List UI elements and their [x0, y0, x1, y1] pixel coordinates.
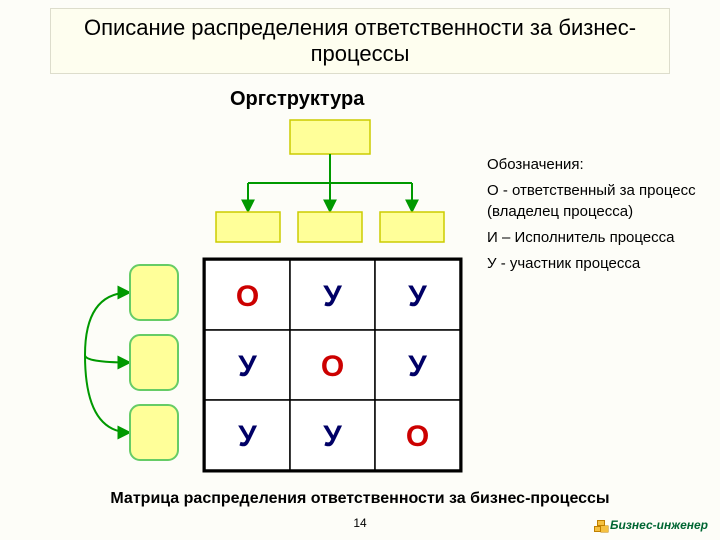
- footer-logo: Бизнес-инженер: [594, 518, 708, 532]
- diagram: О У У У О У У У О: [0, 0, 720, 540]
- svg-text:О: О: [406, 420, 429, 453]
- matrix-caption: Матрица распределения ответственности за…: [0, 490, 720, 508]
- svg-text:У: У: [238, 420, 257, 453]
- svg-text:О: О: [321, 350, 344, 383]
- svg-text:У: У: [323, 280, 342, 313]
- svg-text:У: У: [238, 350, 257, 383]
- svg-text:У: У: [408, 280, 427, 313]
- svg-text:У: У: [408, 350, 427, 383]
- org-icon: [594, 520, 606, 532]
- svg-text:О: О: [236, 280, 259, 313]
- svg-text:У: У: [323, 420, 342, 453]
- footer-text: Бизнес-инженер: [610, 518, 708, 532]
